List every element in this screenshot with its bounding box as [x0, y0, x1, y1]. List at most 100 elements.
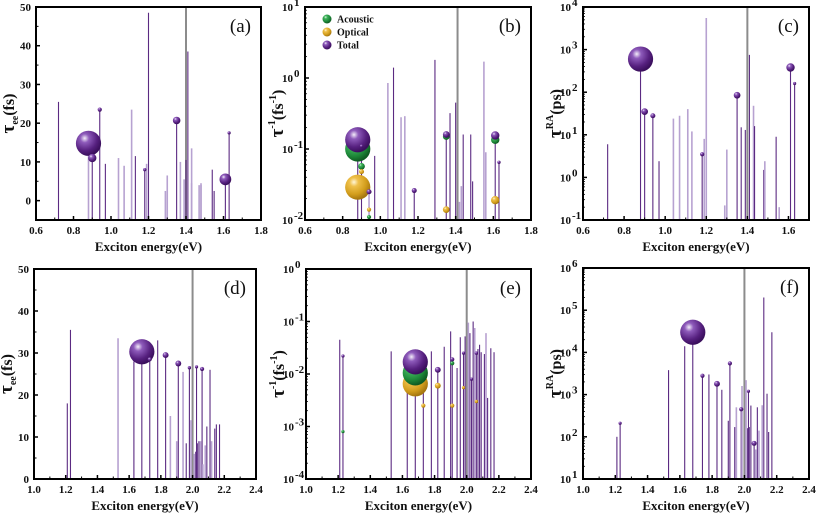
x-tick-label: 1.2	[699, 225, 713, 237]
x-tick-label: 1.2	[59, 484, 73, 496]
y-tick-label-exponent: -1	[294, 139, 303, 151]
data-point-total	[641, 108, 648, 115]
panel-label: (b)	[499, 16, 521, 37]
y-tick-label: 10	[560, 172, 572, 184]
x-tick-label: 1.6	[122, 484, 136, 496]
plot-area	[339, 269, 495, 479]
x-tick-label: 2.2	[770, 484, 784, 496]
y-tick-label-exponent: 0	[572, 167, 578, 179]
y-axis-title: τRA(ps)	[545, 349, 566, 398]
data-point-total	[491, 131, 500, 140]
y-tick-label: 10	[283, 317, 295, 329]
y-axis-title-unit: (fs	[271, 364, 288, 381]
y-tick-label-exponent: -1	[295, 312, 304, 324]
x-tick-label: 0.8	[336, 225, 350, 237]
y-tick-label: 10	[560, 474, 572, 486]
y-tick-label: 10	[283, 422, 295, 434]
data-point-total	[618, 421, 622, 425]
data-point-total	[402, 349, 428, 375]
y-tick-label: 10	[283, 474, 295, 486]
plot-area	[607, 7, 797, 220]
y-axis-title-symbol: τ	[268, 389, 289, 398]
legend-label-optical: Optical	[337, 28, 369, 39]
data-point-optical	[450, 403, 455, 408]
data-point-total	[411, 188, 417, 194]
x-tick-label: 1.8	[524, 225, 538, 237]
y-tick-label: 0	[24, 474, 30, 486]
x-tick-label: 0.8	[67, 225, 81, 237]
data-point-total	[700, 152, 705, 157]
x-tick-label: 1.6	[217, 225, 231, 237]
panel-label: (d)	[224, 278, 246, 299]
x-tick-label: 1.4	[641, 484, 655, 496]
x-tick-label: 0.6	[298, 225, 312, 237]
y-axis-title-unit-end: )	[271, 350, 288, 355]
x-tick-label: 1.2	[142, 225, 156, 237]
panel-f: 1.0 1.2 1.4 1.6 1.8 2.0 2.2 2.410 110 210 310 410 51…	[545, 258, 816, 513]
data-point-total	[194, 365, 199, 369]
data-point-total	[627, 46, 654, 72]
data-point-optical	[442, 206, 450, 213]
x-tick-label: 2.2	[217, 484, 231, 496]
data-point-total	[359, 144, 364, 148]
data-point-total	[727, 361, 733, 366]
data-point-optical	[358, 169, 365, 175]
y-tick-label: 10	[282, 73, 294, 85]
y-tick-label: 10	[282, 215, 294, 227]
x-tick-label: 1.2	[411, 225, 425, 237]
y-tick-label-exponent: 3	[572, 385, 578, 397]
y-tick-label-exponent: 4	[572, 342, 578, 354]
data-point-total	[434, 366, 441, 373]
y-tick-label: 10	[560, 45, 572, 57]
data-point-total	[469, 377, 474, 381]
x-tick-label: 1.4	[449, 225, 463, 237]
y-tick-label-exponent: 3	[572, 40, 578, 52]
y-tick-label-exponent: -2	[294, 210, 304, 222]
x-tick-label: 1.4	[91, 484, 105, 496]
y-tick-label-exponent: 1	[294, 0, 300, 9]
y-axis-title: τee(fs)	[0, 94, 21, 134]
y-axis-title-symbol: τ	[545, 389, 566, 398]
y-axis-title-superscript: RA	[545, 114, 556, 129]
y-axis-title-symbol: τ	[267, 128, 288, 137]
y-tick-label-exponent: -2	[295, 364, 305, 376]
legend-label-acoustic: Acoustic	[337, 15, 374, 26]
x-tick-label: 1.4	[363, 484, 377, 496]
data-point-total	[442, 131, 450, 138]
legend-label-total: Total	[337, 41, 359, 52]
y-tick-label: 40	[18, 306, 30, 318]
data-point-total	[75, 130, 102, 156]
data-point-total	[345, 127, 371, 153]
data-point-total	[187, 366, 192, 370]
y-axis-title-unit: (ps)	[548, 89, 565, 115]
y-tick-label: 50	[18, 264, 30, 276]
y-tick-label-exponent: 1	[572, 469, 578, 481]
data-point-total	[733, 91, 741, 99]
y-axis-title-unit: (fs)	[1, 94, 18, 116]
y-tick-label-exponent: 2	[572, 82, 578, 94]
data-point-optical	[421, 403, 426, 408]
y-axis-title-symbol: τ	[0, 385, 17, 394]
data-point-total	[366, 189, 372, 195]
y-axis-title-symbol: τ	[545, 129, 566, 138]
x-axis-title: Exciton energy(eV)	[642, 239, 749, 254]
y-tick-label: 10	[282, 2, 294, 14]
axes-frame	[304, 6, 532, 221]
data-point-acoustic	[358, 162, 365, 170]
x-tick-label: 1.8	[254, 225, 268, 237]
panel-e: 1.0 1.2 1.4 1.6 1.8 2.0 2.2 2.410-410-310-210-1…	[268, 259, 538, 513]
y-tick-label: 10	[560, 347, 572, 359]
y-tick-label-exponent: 0	[295, 259, 301, 271]
y-tick-label: 10	[560, 432, 572, 444]
data-point-optical	[366, 207, 372, 212]
x-axis-title: Exciton energy(eV)	[91, 498, 198, 513]
y-tick-label-exponent: 4	[572, 0, 578, 9]
x-tick-label: 2.0	[738, 484, 752, 496]
panel-label: (a)	[230, 16, 251, 37]
x-tick-label: 1.8	[154, 484, 168, 496]
x-tick-label: 1.6	[782, 225, 796, 237]
y-axis-title-unit-superscript: -1	[268, 95, 279, 103]
axes-frame	[582, 6, 810, 221]
